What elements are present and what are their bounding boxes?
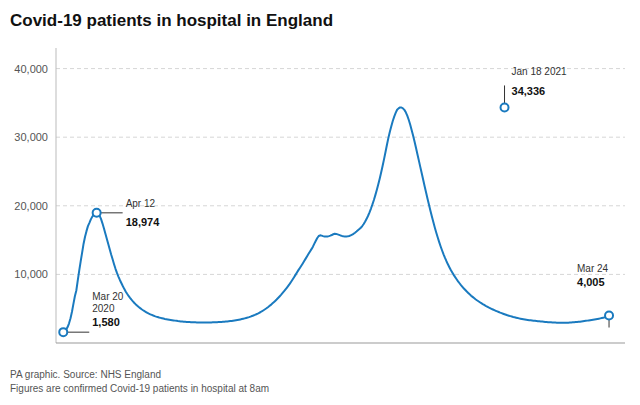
y-tick-label: 10,000 [14,268,48,280]
annotation-value: 18,974 [126,216,161,228]
y-tick-label: 30,000 [14,131,48,143]
chart-root: Covid-19 patients in hospital in England… [0,0,640,405]
y-axis-line [56,48,57,343]
annotation-label: Mar 24 [577,263,609,274]
grid-line [56,274,625,275]
annotation-marker [605,312,613,320]
background [0,0,640,405]
plot-area [63,107,609,332]
source: PA graphic. Source: NHS England Figures a… [10,369,269,394]
annotation-marker [59,328,67,336]
text-line: Apr 12 [126,198,156,209]
y-axis: 10,000 20,000 30,000 40,000 [14,48,625,343]
annotation-marker [93,209,101,217]
annotation-value: 34,336 [512,85,546,97]
text-line: Mar 24 [577,263,609,274]
annotation-value: 4,005 [577,276,605,288]
text-line: PA graphic. Source: NHS England [10,369,161,380]
grid-line [56,137,625,138]
annotation-label: Mar 202020 [92,291,124,314]
annotation-markers [59,103,613,336]
annotation-label: Jan 18 2021 [512,66,567,77]
annotation-marker [501,103,509,111]
text-line: Mar 20 [92,291,124,302]
data-line [63,107,609,332]
text-line: Figures are confirmed Covid-19 patients … [10,383,269,394]
title: Covid-19 patients in hospital in England [10,11,333,30]
chart-svg: Covid-19 patients in hospital in England… [0,0,640,405]
text-line: Jan 18 2021 [512,66,567,77]
annotation-label: Apr 12 [126,198,156,209]
annotations: Mar 202020 1,580 Apr 12 18,974 Jan 18 2021 34… [63,66,609,332]
y-tick-label: 40,000 [14,63,48,75]
annotation-value: 1,580 [92,316,120,328]
y-tick-label: 20,000 [14,200,48,212]
x-axis-line [56,343,625,344]
text-line: 2020 [92,303,115,314]
